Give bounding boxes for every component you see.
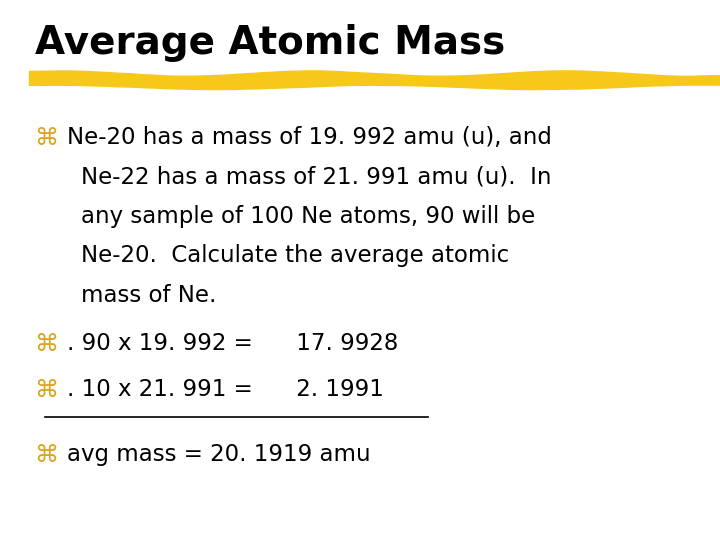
Text: ⌘: ⌘ xyxy=(35,378,59,402)
Text: . 90 x 19. 992 =      17. 9928: . 90 x 19. 992 = 17. 9928 xyxy=(67,333,398,355)
Text: any sample of 100 Ne atoms, 90 will be: any sample of 100 Ne atoms, 90 will be xyxy=(81,205,536,228)
Text: Ne-20.  Calculate the average atomic: Ne-20. Calculate the average atomic xyxy=(81,245,510,267)
Text: Ne-20 has a mass of 19. 992 amu (u), and: Ne-20 has a mass of 19. 992 amu (u), and xyxy=(67,126,552,149)
Text: . 10 x 21. 991 =      2. 1991: . 10 x 21. 991 = 2. 1991 xyxy=(67,379,384,401)
Text: mass of Ne.: mass of Ne. xyxy=(81,284,217,307)
Text: Ne-22 has a mass of 21. 991 amu (u).  In: Ne-22 has a mass of 21. 991 amu (u). In xyxy=(81,166,552,188)
Text: ⌘: ⌘ xyxy=(35,443,59,467)
Text: avg mass = 20. 1919 amu: avg mass = 20. 1919 amu xyxy=(67,443,371,466)
Polygon shape xyxy=(29,70,720,90)
Text: ⌘: ⌘ xyxy=(35,126,59,150)
Text: Average Atomic Mass: Average Atomic Mass xyxy=(35,24,505,62)
Text: ⌘: ⌘ xyxy=(35,332,59,356)
